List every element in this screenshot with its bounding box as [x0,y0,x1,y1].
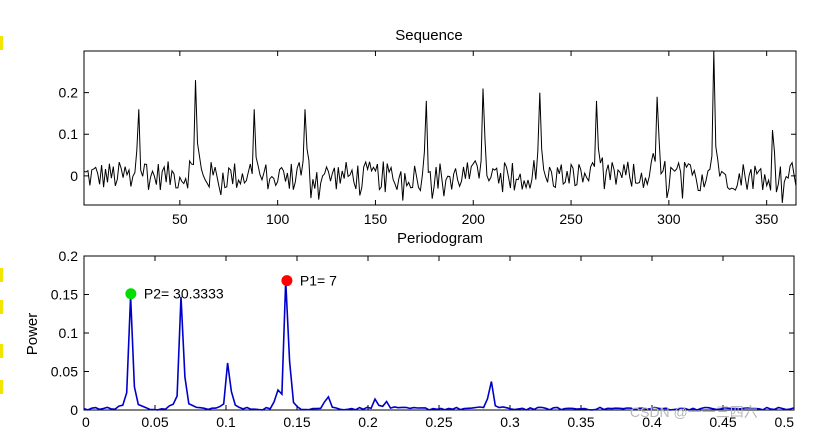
edge-highlight [0,268,3,282]
sequence-plot-frame [83,50,797,206]
periodogram-x-tick-label: 0.15 [283,414,310,430]
sequence-title: Sequence [395,27,463,44]
sequence-y-tick-label: 0.2 [59,85,79,101]
peak-marker-dot [125,288,137,300]
edge-highlight [0,344,3,358]
periodogram-axes: Periodogram Power 0 0.05 0.1 0.15 0.2 0.25 0.3… [24,230,795,430]
periodogram-plot-frame [83,255,795,411]
sequence-x-tick-label: 200 [462,211,486,227]
sequence-axes: Sequence 50 100 150 200 250 300 350 0 0.1 0.2 [59,27,797,227]
sequence-x-tick-label: 250 [559,211,583,227]
edge-highlight [0,380,3,394]
periodogram-y-tick-label: 0.2 [59,248,79,264]
periodogram-x-tick-label: 0.3 [500,414,520,430]
periodogram-x-tick-label: 0.4 [642,414,662,430]
peak-marker-dot [281,275,293,287]
sequence-x-tick-label: 100 [266,211,290,227]
sequence-x-tick-label: 150 [364,211,388,227]
periodogram-x-tick-label: 0.1 [216,414,236,430]
watermark: CSDN @一一三四六 [630,404,758,420]
sequence-x-tick-label: 50 [172,211,188,227]
periodogram-y-tick-label: 0 [70,402,78,418]
peak-annotation: P1= 7 [300,273,337,289]
periodogram-x-tick-label: 0.35 [567,414,594,430]
periodogram-x-tick-label: 0.45 [709,414,736,430]
peak-annotation: P2= 30.3333 [144,286,224,302]
periodogram-x-tick-label: 0 [82,414,90,430]
edge-highlight [0,36,3,50]
sequence-x-tick-label: 350 [755,211,779,227]
sequence-tick-labels: 50 100 150 200 250 300 350 0 0.1 0.2 [59,85,779,227]
sequence-x-tick-label: 300 [657,211,681,227]
periodogram-title: Periodogram [397,230,483,247]
periodogram-x-tick-label: 0.2 [358,414,378,430]
periodogram-series-line [83,280,795,411]
periodogram-y-tick-label: 0.05 [51,364,78,380]
sequence-series-line [83,50,797,203]
power-axis-label: Power [24,313,41,356]
periodogram-tick-labels: 0 0.05 0.1 0.15 0.2 0.25 0.3 0.35 0.4 0.45 0.5 0 0.0… [51,248,794,430]
periodogram-y-tick-label: 0.1 [59,325,79,341]
periodogram-x-tick-label: 0.5 [775,414,795,430]
edge-highlight [0,300,3,314]
periodogram-x-tick-label: 0.05 [141,414,168,430]
peak-markers: P1= 7 P2= 30.3333 [125,273,337,302]
periodogram-y-tick-label: 0.15 [51,287,78,303]
periodogram-x-tick-label: 0.25 [425,414,452,430]
sequence-y-tick-label: 0 [70,168,78,184]
sequence-y-tick-label: 0.1 [59,126,79,142]
